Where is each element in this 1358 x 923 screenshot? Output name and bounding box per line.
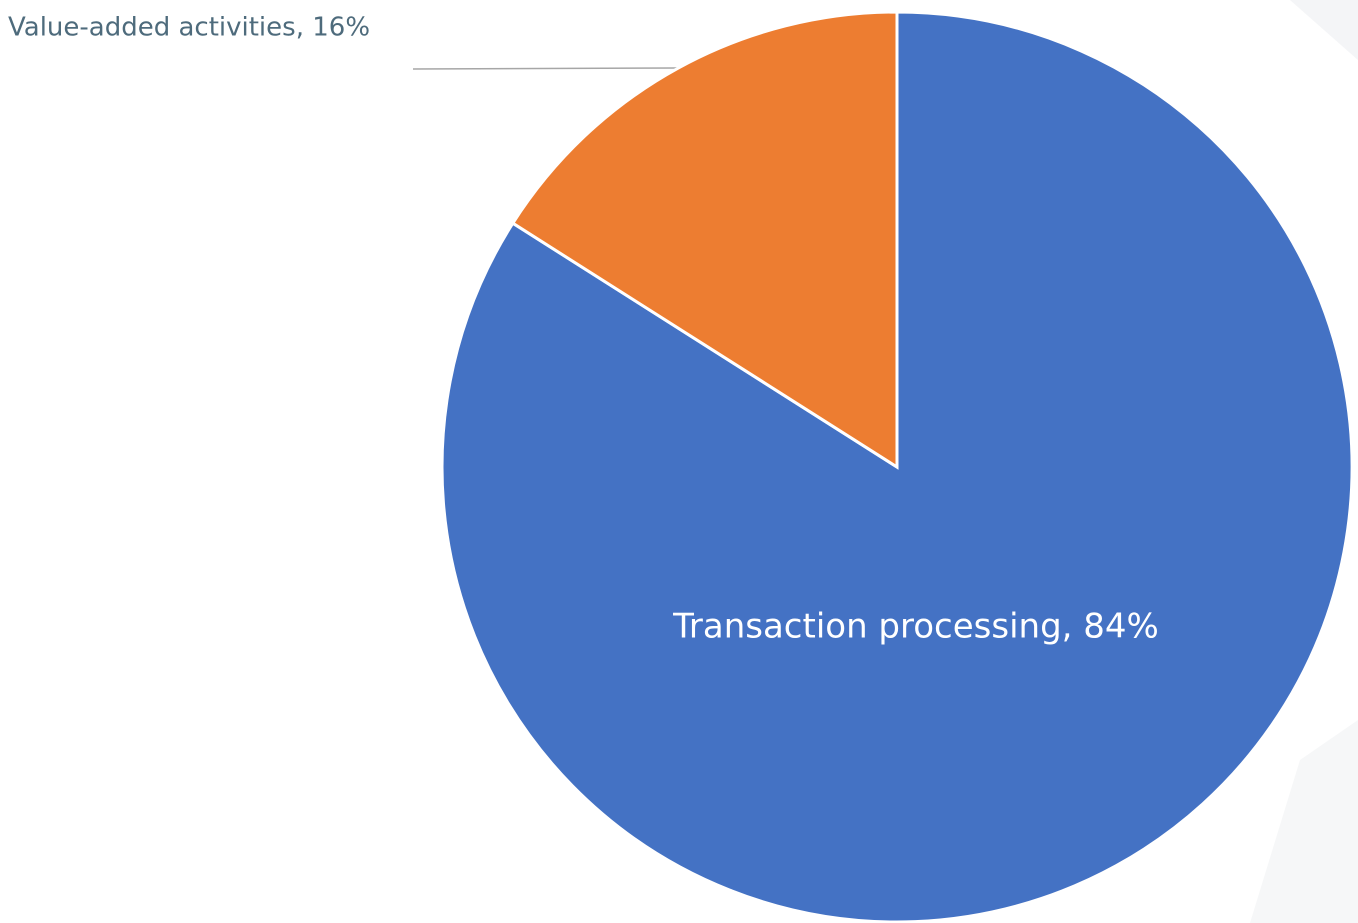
background-shape [1250,720,1358,923]
pie-slice [510,10,899,470]
leader-line [412,67,678,70]
background-shape [1290,0,1358,60]
data-label: Transaction processing, 84% [672,607,1159,647]
data-label: Value-added activities, 16% [8,13,370,43]
